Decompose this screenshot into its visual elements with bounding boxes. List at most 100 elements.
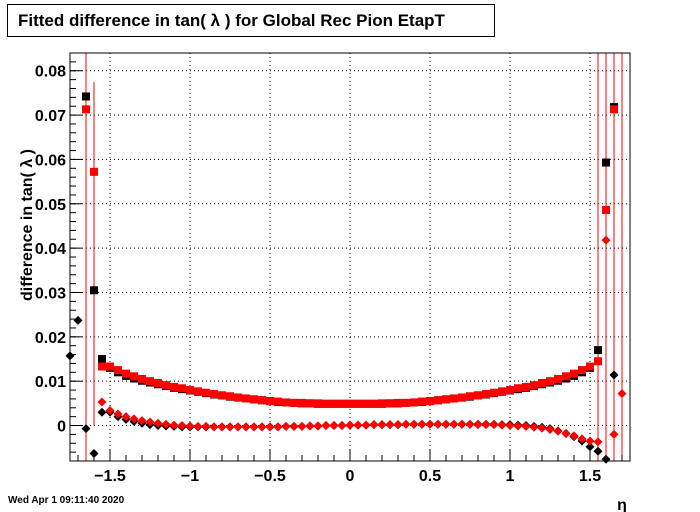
square-marker — [98, 362, 106, 371]
diamond-marker — [353, 420, 363, 430]
diamond-marker — [273, 422, 283, 432]
square-marker — [514, 384, 522, 393]
y-tick-label: 0.02 — [35, 330, 66, 347]
diamond-marker — [481, 420, 491, 430]
square-marker — [306, 399, 314, 408]
diamond-marker — [241, 422, 251, 432]
square-marker — [354, 399, 362, 408]
diamond-marker — [369, 420, 379, 430]
x-tick-label: −0.5 — [254, 468, 286, 485]
diamond-marker — [401, 419, 411, 429]
diamond-marker — [113, 409, 123, 419]
square-marker — [154, 378, 162, 387]
square-marker — [394, 398, 402, 407]
square-marker — [490, 388, 498, 397]
diamond-marker — [513, 421, 523, 431]
y-tick-label: 0.04 — [35, 241, 66, 258]
diamond-marker — [281, 421, 291, 431]
square-marker — [466, 392, 474, 401]
diamond-marker — [289, 421, 299, 431]
timestamp: Wed Apr 1 09:11:40 2020 — [8, 495, 125, 506]
y-tick-label: 0.03 — [35, 285, 66, 302]
diamond-marker — [497, 420, 507, 430]
square-marker — [482, 390, 490, 399]
diamond-marker — [225, 422, 235, 432]
diamond-marker — [97, 407, 107, 417]
square-marker — [602, 205, 610, 214]
diamond-marker — [529, 422, 539, 432]
diamond-marker — [193, 421, 203, 431]
square-marker — [138, 374, 146, 383]
y-tick-label: 0.05 — [35, 197, 66, 214]
square-marker — [458, 393, 466, 402]
square-marker — [282, 398, 290, 407]
diamond-marker — [145, 417, 155, 427]
square-marker — [578, 366, 586, 375]
diamond-marker — [201, 421, 211, 431]
square-marker — [562, 372, 570, 381]
square-marker — [442, 395, 450, 404]
diamond-marker — [441, 419, 451, 429]
square-marker — [426, 397, 434, 406]
square-marker — [554, 374, 562, 383]
square-marker — [506, 386, 514, 395]
diamond-marker — [609, 429, 619, 439]
diamond-marker — [121, 412, 131, 422]
square-marker — [410, 398, 418, 407]
square-marker — [522, 382, 530, 391]
square-marker — [178, 384, 186, 393]
square-marker — [538, 378, 546, 387]
diamond-marker — [313, 421, 323, 431]
square-marker — [194, 387, 202, 396]
diamond-marker — [385, 420, 395, 430]
diamond-marker — [553, 426, 563, 436]
diamond-marker — [161, 419, 171, 429]
diamond-marker — [433, 419, 443, 429]
x-tick-label: 0.5 — [419, 468, 441, 485]
square-marker — [258, 396, 266, 405]
diamond-marker — [185, 421, 195, 431]
diamond-marker — [377, 420, 387, 430]
diamond-marker — [585, 442, 595, 452]
diamond-marker — [417, 419, 427, 429]
square-marker — [370, 399, 378, 408]
y-tick-label: 0.07 — [35, 108, 66, 125]
diamond-marker — [305, 421, 315, 431]
diamond-marker — [521, 421, 531, 431]
diamond-marker — [593, 437, 603, 447]
diamond-marker — [545, 425, 555, 435]
square-marker — [594, 357, 602, 366]
axes: −1.5 −1 −0.5 0 0.5 1 1.5 0 0.01 0.02 0.03 0.04 0.05 0… — [35, 52, 623, 485]
square-marker — [226, 392, 234, 401]
diamond-marker — [233, 422, 243, 432]
diamond-marker — [81, 424, 91, 434]
square-marker — [474, 391, 482, 400]
square-marker — [586, 362, 594, 371]
diamond-marker — [337, 421, 347, 431]
y-tick-label: 0.01 — [35, 374, 66, 391]
x-tick-label: 1 — [506, 468, 515, 485]
diamond-marker — [569, 431, 579, 441]
diamond-marker — [585, 436, 595, 446]
diamond-marker — [361, 420, 371, 430]
diamond-marker — [449, 419, 459, 429]
square-marker — [602, 158, 610, 167]
diamond-marker — [137, 416, 147, 426]
y-tick-label: 0.08 — [35, 64, 66, 81]
square-marker — [570, 369, 578, 378]
square-marker — [450, 394, 458, 403]
square-marker — [170, 382, 178, 391]
square-marker — [346, 399, 354, 408]
x-tick-label: −1.5 — [94, 468, 126, 485]
square-marker — [122, 369, 130, 378]
square-marker — [82, 105, 90, 114]
x-tick-label: −1 — [181, 468, 199, 485]
diamond-marker — [265, 422, 275, 432]
square-marker — [146, 377, 154, 386]
diamond-marker — [209, 422, 219, 432]
y-tick-label: 0 — [57, 419, 66, 436]
square-marker — [266, 397, 274, 406]
square-marker — [362, 399, 370, 408]
chart-title: Fitted difference in tan( λ ) for Global… — [7, 4, 495, 37]
